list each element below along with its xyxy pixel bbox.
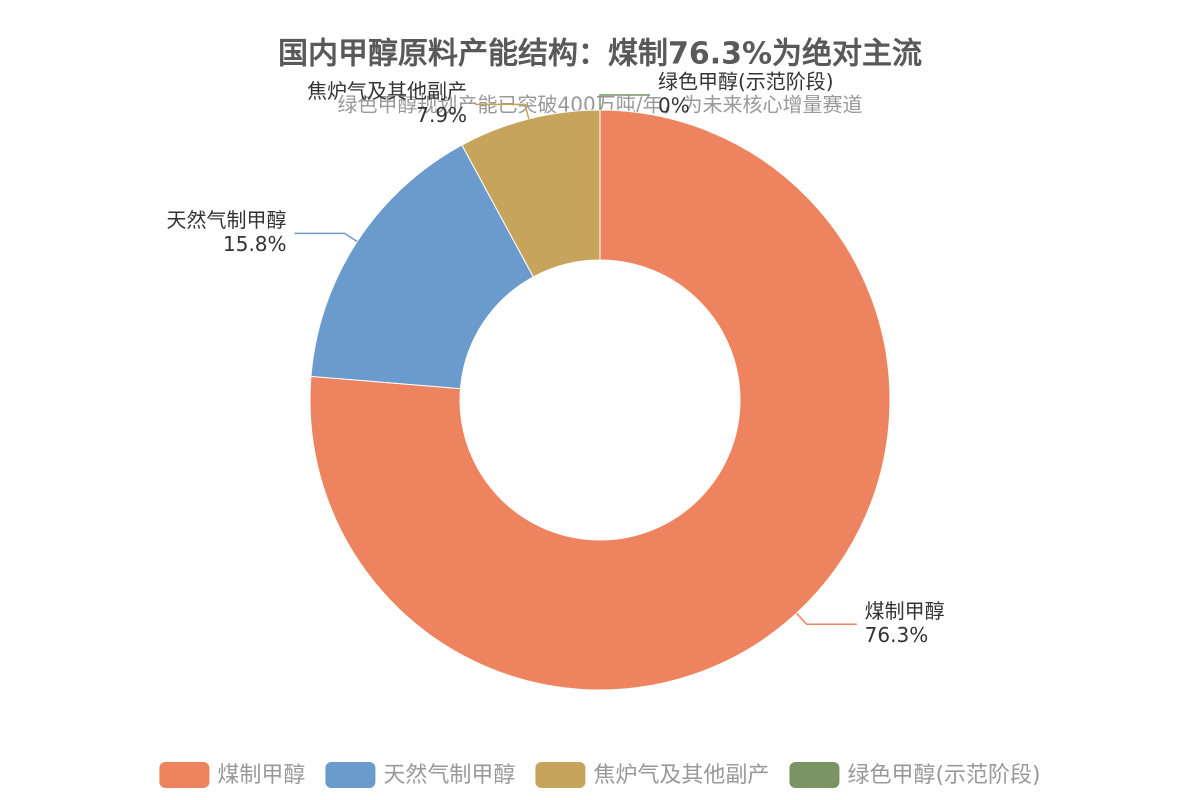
legend-swatch [535, 762, 586, 788]
slice-label: 天然气制甲醇 [167, 208, 287, 232]
slice-value-label: 7.9% [416, 103, 467, 127]
donut-slice [310, 144, 535, 390]
slice-value-label: 0% [658, 94, 690, 118]
legend-label: 绿色甲醇(示范阶段) [847, 763, 1040, 788]
chart-title: 国内甲醇原料产能结构：煤制76.3%为绝对主流 [278, 37, 922, 72]
leader-line [294, 232, 358, 243]
slice-value-label: 15.8% [223, 232, 287, 256]
slice-label: 煤制甲醇 [865, 599, 945, 623]
legend-swatch [159, 762, 210, 788]
slice-label: 焦炉气及其他副产 [307, 79, 467, 103]
slice-label: 绿色甲醇(示范阶段) [658, 70, 834, 94]
legend-label: 焦炉气及其他副产 [593, 763, 769, 788]
legend-swatch [789, 762, 840, 788]
leader-line [599, 94, 650, 110]
legend-swatch [325, 762, 376, 788]
donut-slice [309, 109, 891, 691]
legend-label: 天然气制甲醇 [383, 763, 515, 788]
legend: 煤制甲醇 天然气制甲醇 焦炉气及其他副产 绿色甲醇(示范阶段) [159, 762, 1041, 788]
leader-line [795, 612, 857, 626]
leader-line [475, 103, 530, 120]
slice-value-label: 76.3% [865, 623, 929, 647]
legend-label: 煤制甲醇 [217, 763, 305, 788]
